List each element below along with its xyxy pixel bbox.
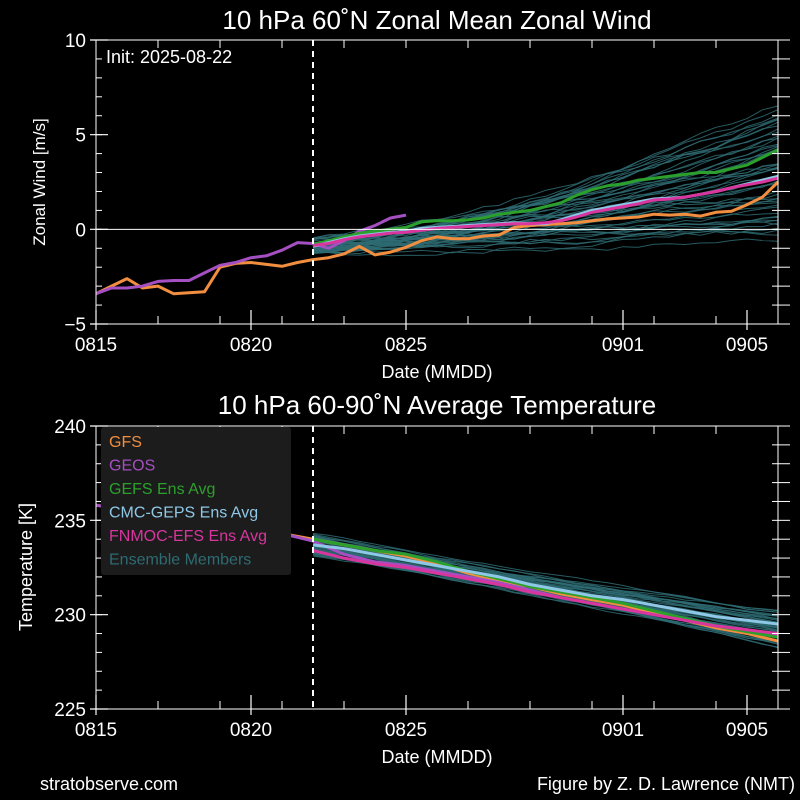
- footer-credit: Figure by Z. D. Lawrence (NMT): [537, 774, 795, 794]
- ensemble-member-line: [312, 146, 779, 252]
- panel1-ticks: [90, 39, 790, 330]
- legend-entry-geos: GEOS: [109, 458, 155, 475]
- legend-entry-fnmoc-efs-ens-avg: FNMOC-EFS Ens Avg: [109, 528, 267, 545]
- y-tick-label: 5: [75, 126, 86, 147]
- panel1-x-axis-label: Date (MMDD): [382, 362, 493, 382]
- legend-entry-gefs-ens-avg: GEFS Ens Avg: [109, 481, 215, 498]
- panel1-x-tick-labels: 0815 0820 0825 0901 0905: [75, 335, 768, 356]
- panel2-axes-frame: [95, 425, 779, 710]
- ensemble-member-line: [312, 552, 779, 643]
- y-tick-label: 240: [54, 417, 86, 438]
- panel2-legend: GFS GEOS GEFS Ens Avg CMC-GEPS Ens Avg FNMOC…: [101, 427, 291, 575]
- x-tick-label: 0901: [602, 335, 644, 356]
- panel2-y-tick-labels: 225 230 235 240: [54, 417, 86, 721]
- series-line-fnmoc-efs-ens-avg: [312, 176, 779, 247]
- ensemble-member-line: [312, 152, 779, 249]
- y-tick-label: 0: [75, 220, 86, 241]
- y-tick-label: 225: [54, 700, 86, 721]
- series-line-cmc-geps-ens-avg: [312, 543, 779, 626]
- panel1-y-tick-labels: −5 0 5 10: [64, 31, 86, 336]
- x-tick-label: 0825: [385, 720, 427, 741]
- x-tick-label: 0825: [385, 335, 427, 356]
- panel1-annotation-init: Init: 2025-08-22: [106, 47, 232, 67]
- x-tick-label: 0901: [602, 720, 644, 741]
- y-tick-label: 235: [54, 511, 86, 532]
- legend-box: [101, 427, 291, 575]
- panel2-x-tick-labels: 0815 0820 0825 0901 0905: [75, 720, 768, 741]
- panel1-axes-frame: [95, 39, 779, 325]
- panel1-y-axis-label: Zonal Wind [m/s]: [30, 118, 49, 246]
- ensemble-member-line: [312, 229, 779, 257]
- y-tick-label: −5: [64, 315, 86, 336]
- ensemble-member-line: [312, 121, 779, 251]
- ensemble-member-line: [312, 119, 779, 250]
- temperature-panel: 10 hPa 60-90˚N Average Temperature 225 23…: [16, 390, 790, 767]
- legend-entry-gfs: GFS: [109, 434, 142, 451]
- ensemble-member-line: [312, 105, 779, 250]
- panel2-x-axis-label: Date (MMDD): [382, 747, 493, 767]
- y-tick-label: 230: [54, 606, 86, 627]
- x-tick-label: 0820: [230, 720, 272, 741]
- x-tick-label: 0815: [75, 335, 117, 356]
- ensemble-member-line: [312, 539, 779, 628]
- zonal-wind-panel: 10 hPa 60˚N Zonal Mean Zonal Wind −5 0 5 10…: [30, 5, 790, 382]
- panel1-title: 10 hPa 60˚N Zonal Mean Zonal Wind: [222, 5, 651, 35]
- ensemble-member-line: [312, 143, 779, 254]
- x-tick-label: 0905: [726, 335, 768, 356]
- series-line-gfs: [95, 180, 780, 296]
- x-tick-label: 0905: [726, 720, 768, 741]
- footer-site: stratobserve.com: [40, 774, 178, 794]
- x-tick-label: 0820: [230, 335, 272, 356]
- y-tick-label: 10: [65, 31, 86, 52]
- ensemble-member-line: [312, 118, 779, 253]
- legend-entry-cmc-geps-ens-avg: CMC-GEPS Ens Avg: [109, 505, 258, 522]
- x-tick-label: 0815: [75, 720, 117, 741]
- panel2-title: 10 hPa 60-90˚N Average Temperature: [218, 390, 656, 420]
- panel2-series-lines: [95, 503, 779, 643]
- panel2-y-axis-label: Temperature [K]: [16, 503, 36, 631]
- series-line-fnmoc-efs-ens-avg: [312, 549, 779, 635]
- legend-entry-ensemble-members: Ensemble Members: [109, 552, 251, 569]
